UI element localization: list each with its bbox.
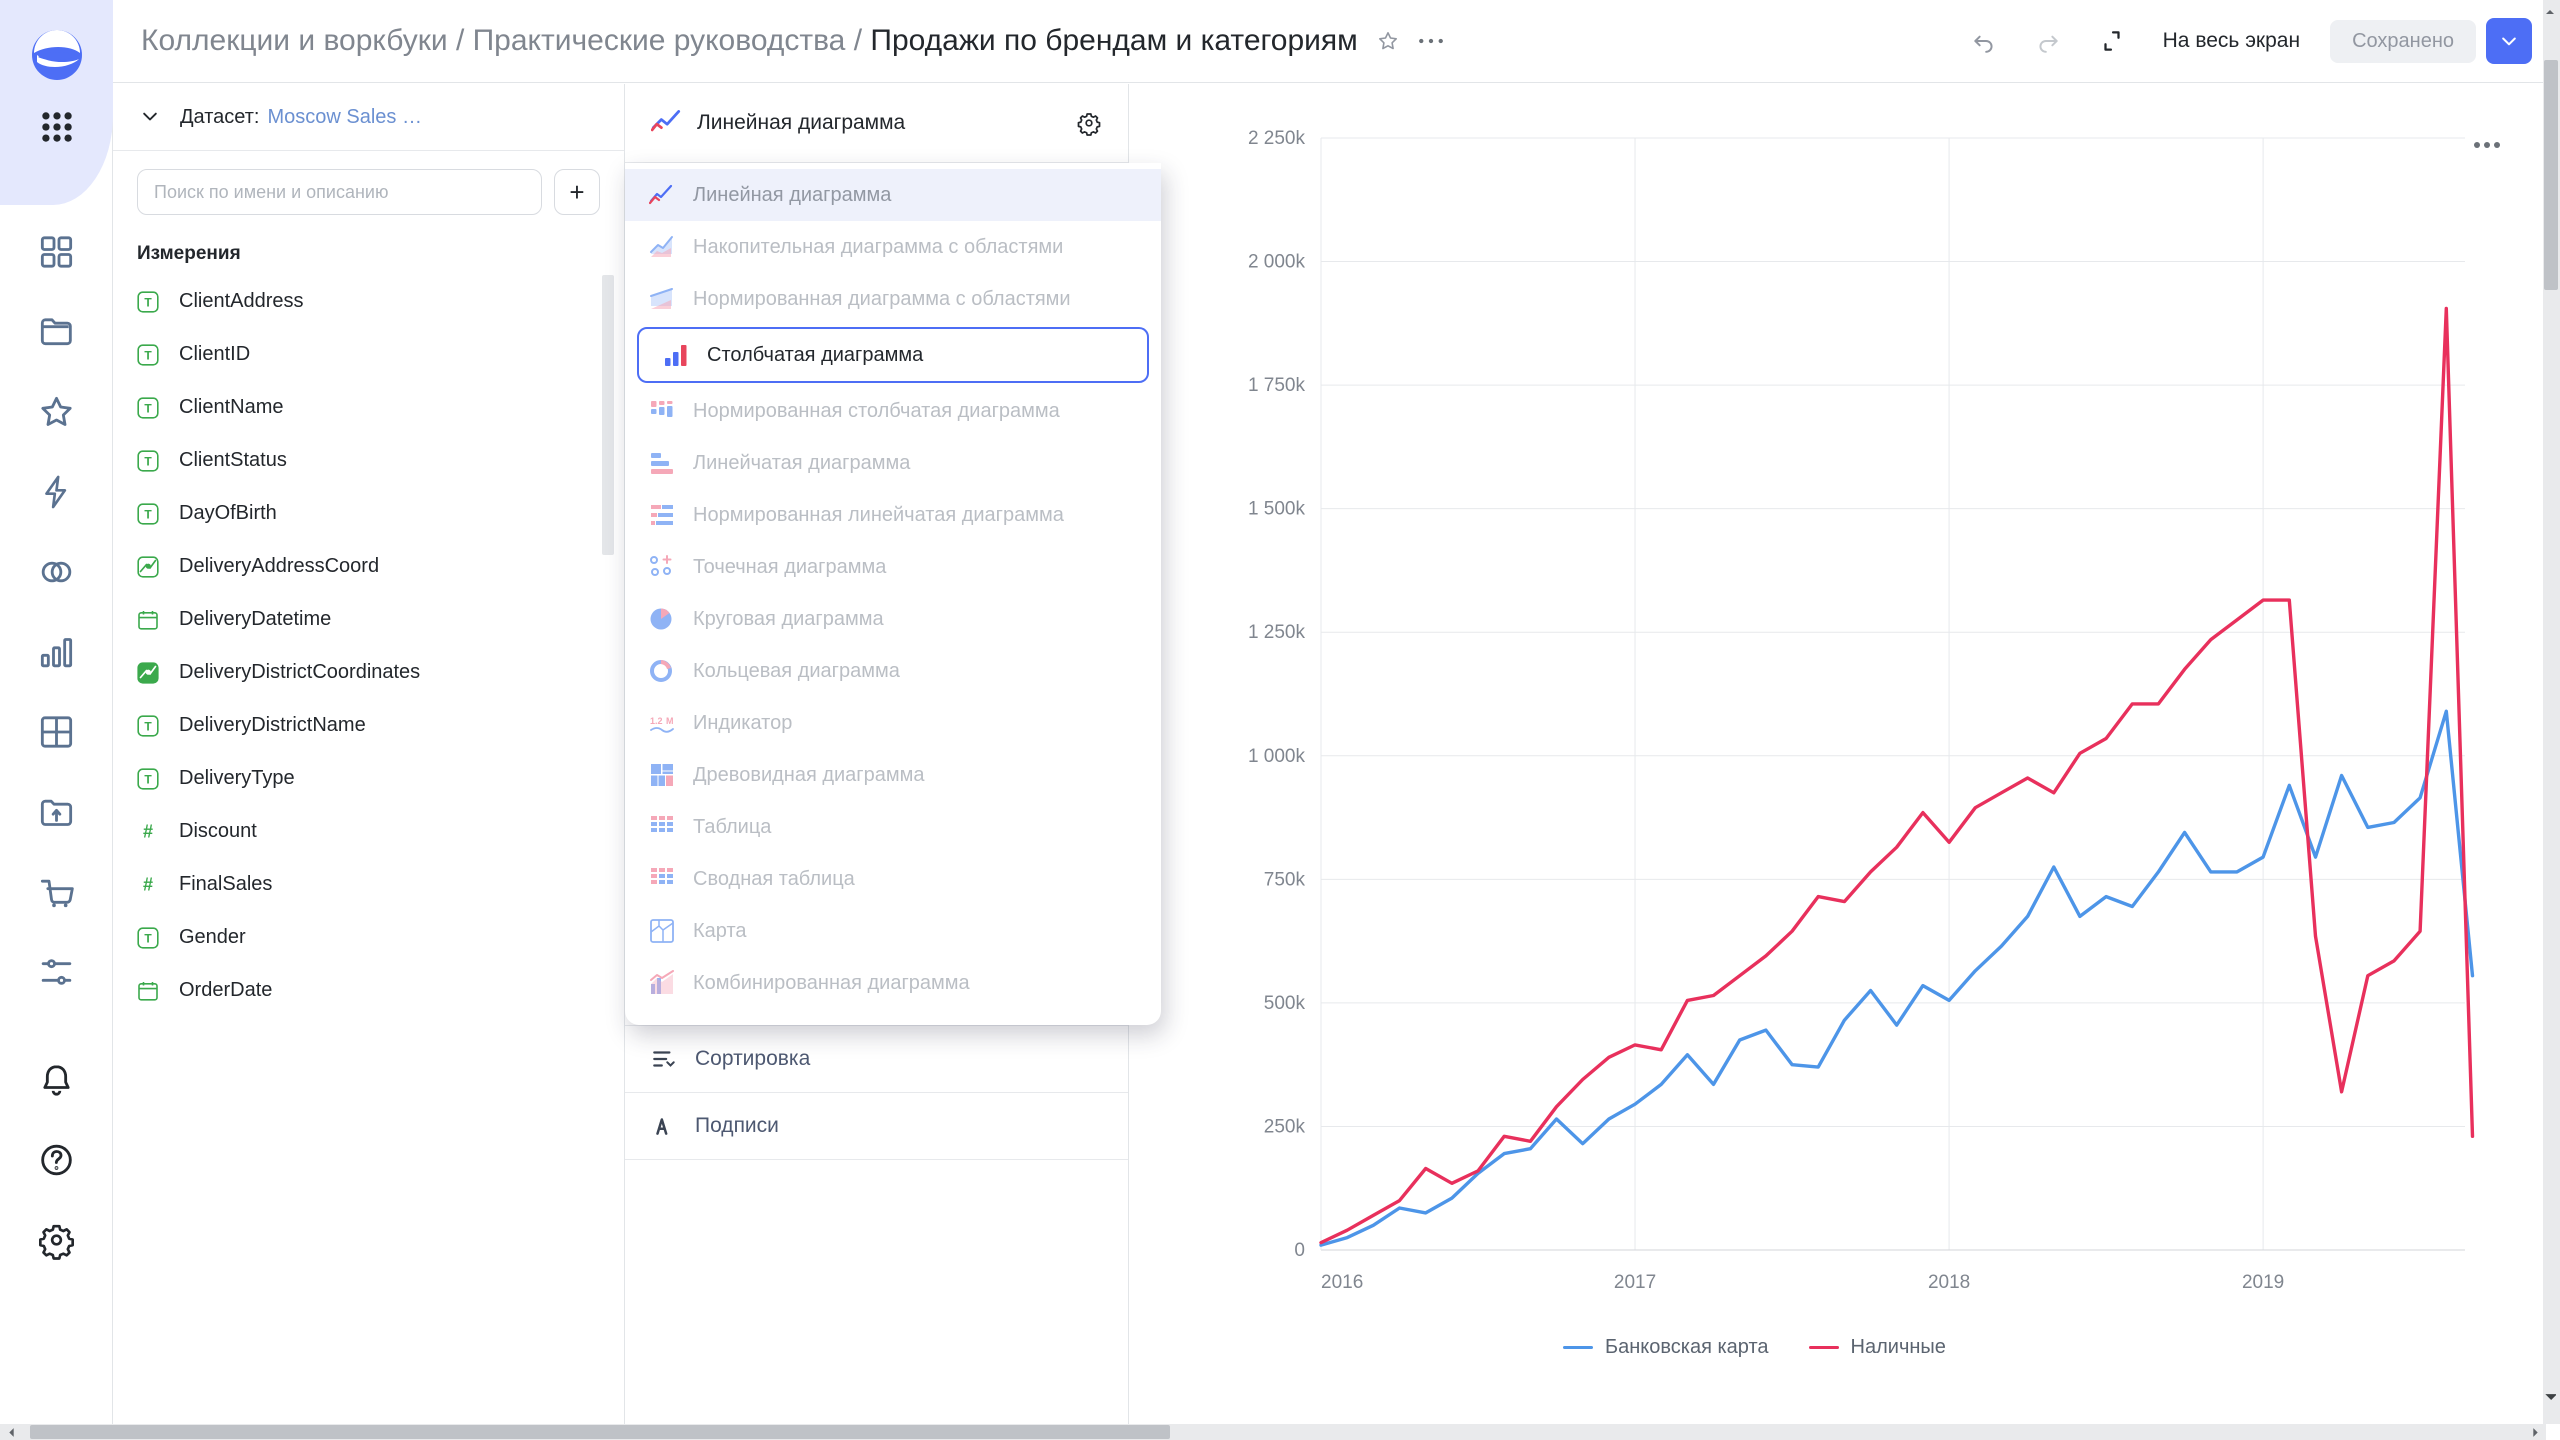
svg-text:#: # <box>143 821 153 841</box>
svg-text:250k: 250k <box>1264 1116 1306 1137</box>
svg-text:0: 0 <box>1294 1240 1305 1261</box>
svg-text:2016: 2016 <box>1321 1272 1363 1293</box>
svg-text:750k: 750k <box>1264 869 1306 890</box>
svg-text:2 250k: 2 250k <box>1248 128 1306 149</box>
svg-text:T: T <box>144 348 152 362</box>
svg-text:2018: 2018 <box>1928 1272 1970 1293</box>
svg-text:T: T <box>144 719 152 733</box>
svg-text:2017: 2017 <box>1614 1272 1656 1293</box>
svg-text:1 000k: 1 000k <box>1248 746 1306 767</box>
svg-text:1.2: 1.2 <box>650 716 663 726</box>
svg-text:T: T <box>144 401 152 415</box>
svg-text:2019: 2019 <box>2242 1272 2284 1293</box>
svg-text:#: # <box>143 874 153 894</box>
svg-text:1 500k: 1 500k <box>1248 499 1306 520</box>
svg-text:1 250k: 1 250k <box>1248 622 1306 643</box>
svg-text:1 750k: 1 750k <box>1248 375 1306 396</box>
svg-text:T: T <box>144 931 152 945</box>
svg-text:500k: 500k <box>1264 993 1306 1014</box>
svg-text:2 000k: 2 000k <box>1248 252 1306 273</box>
svg-text:T: T <box>144 507 152 521</box>
svg-text:M: M <box>666 716 674 726</box>
svg-text:T: T <box>144 772 152 786</box>
svg-text:T: T <box>144 454 152 468</box>
svg-text:T: T <box>144 295 152 309</box>
